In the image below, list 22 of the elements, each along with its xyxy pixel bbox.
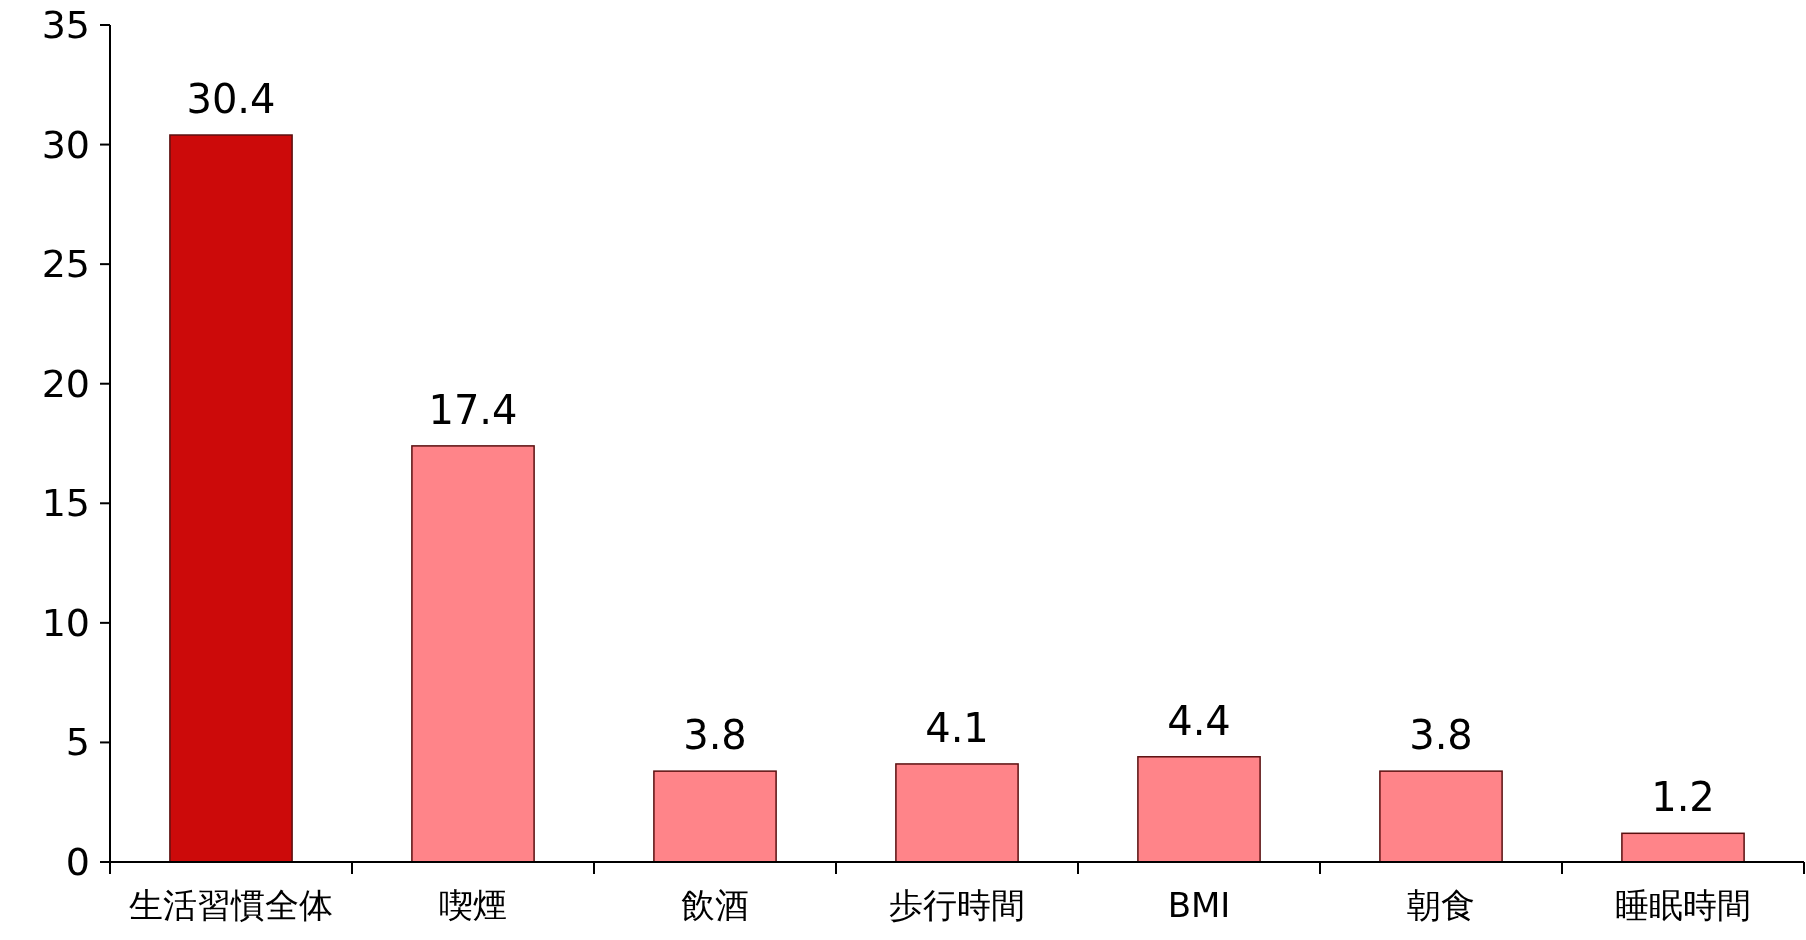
x-tick-label: 飲酒 [681,885,749,925]
y-tick-label: 10 [41,600,90,645]
y-tick-label: 15 [41,481,90,526]
data-label: 17.4 [428,386,518,433]
y-tick-label: 20 [41,361,90,406]
y-tick-label: 5 [65,720,90,765]
x-tick-label: 睡眠時間 [1615,885,1751,925]
data-label: 1.2 [1651,774,1715,821]
data-label: 4.1 [925,704,989,751]
y-tick-label: 35 [41,3,90,47]
data-label: 4.4 [1167,697,1231,744]
data-label: 3.8 [683,712,747,759]
x-tick-label: 歩行時間 [889,885,1025,925]
y-tick-label: 0 [65,840,90,884]
x-tick-label: 朝食 [1407,885,1475,925]
y-tick-label: 30 [41,122,90,167]
data-label: 30.4 [186,76,276,123]
x-tick-label: BMI [1167,885,1231,925]
data-label: 3.8 [1409,712,1473,759]
x-tick-label: 喫煙 [439,885,507,925]
x-tick-label: 生活習慣全体 [129,885,333,925]
y-tick-label: 25 [41,242,90,287]
